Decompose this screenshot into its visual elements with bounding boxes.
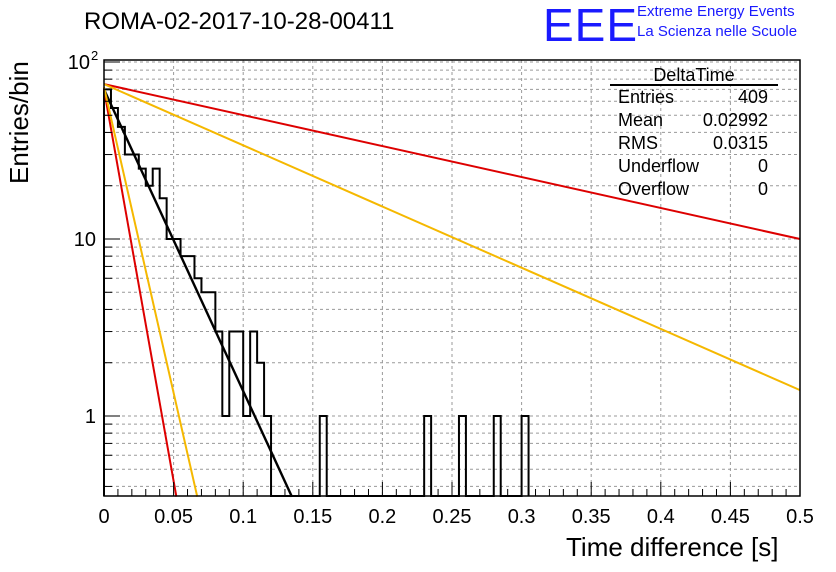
- stats-label: Entries: [618, 87, 675, 107]
- y-tick-label: 10: [68, 52, 90, 74]
- stats-row-mean: Mean 0.02992: [610, 109, 778, 132]
- x-tick-label: 0: [98, 506, 109, 528]
- y-tick-label: 10: [74, 229, 96, 251]
- stats-value: 409: [737, 87, 768, 107]
- eee-caption: Extreme Energy Events La Scienza nelle S…: [637, 2, 797, 42]
- x-tick-label: 0.15: [293, 506, 332, 528]
- fit-line-3: [103, 89, 178, 497]
- fit-line-4: [103, 83, 801, 392]
- stats-label: Underflow: [618, 156, 700, 176]
- stats-row-underflow: Underflow 0: [610, 155, 778, 178]
- stats-title: DeltaTime: [653, 65, 735, 85]
- stats-label: RMS: [618, 133, 658, 153]
- stats-label: Mean: [618, 110, 664, 130]
- eee-caption-line2: La Scienza nelle Scuole: [637, 23, 798, 40]
- stats-value: 0: [757, 179, 768, 199]
- x-axis-label: Time difference [s]: [566, 532, 779, 562]
- stats-row-overflow: Overflow 0: [610, 178, 778, 201]
- x-tick-label: 0.45: [711, 506, 750, 528]
- stats-row-entries: Entries 409: [610, 86, 778, 109]
- fit-line-2: [103, 83, 801, 240]
- y-tick-label: 1: [85, 406, 96, 428]
- stats-row-rms: RMS 0.0315: [610, 132, 778, 155]
- x-tick-label: 0.25: [433, 506, 472, 528]
- eee-logo: EEE: [543, 0, 639, 51]
- y-axis-label: Entries/bin: [4, 61, 34, 184]
- stats-value: 0: [757, 156, 768, 176]
- stats-value: 0.02992: [702, 110, 768, 130]
- y-tick-label-exponent: 2: [91, 48, 98, 63]
- x-tick-label: 0.4: [647, 506, 675, 528]
- stats-value: 0.0315: [712, 133, 768, 153]
- x-tick-label: 0.3: [508, 506, 536, 528]
- stats-label: Overflow: [618, 179, 690, 199]
- stats-box: DeltaTime Entries 409 Mean 0.02992 RMS 0.03…: [610, 64, 778, 201]
- x-tick-label: 0.05: [154, 506, 193, 528]
- eee-caption-line1: Extreme Energy Events: [637, 3, 795, 20]
- fit-line-1: [102, 88, 294, 498]
- stats-divider: [610, 84, 778, 86]
- x-tick-label: 0.1: [229, 506, 257, 528]
- fit-line-5: [103, 87, 199, 497]
- x-tick-label: 0.5: [786, 506, 814, 528]
- x-tick-label: 0.2: [368, 506, 396, 528]
- x-tick-label: 0.35: [572, 506, 611, 528]
- chart-title: ROMA-02-2017-10-28-00411: [84, 8, 395, 35]
